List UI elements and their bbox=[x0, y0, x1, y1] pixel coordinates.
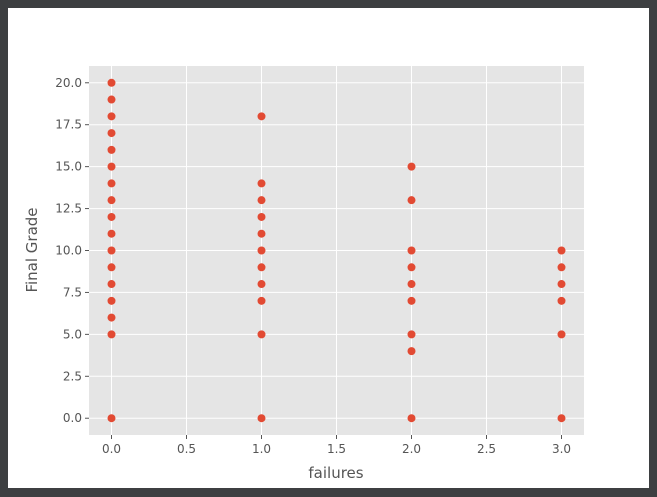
data-point bbox=[407, 296, 416, 305]
data-point bbox=[407, 330, 416, 339]
data-point bbox=[257, 263, 266, 272]
x-tick-label: 1.0 bbox=[252, 442, 271, 456]
y-tick-label: 2.5 bbox=[63, 369, 82, 383]
data-point bbox=[257, 229, 266, 238]
data-point bbox=[107, 196, 116, 205]
data-point bbox=[107, 162, 116, 171]
data-point bbox=[557, 280, 566, 289]
data-point bbox=[107, 313, 116, 322]
data-point bbox=[257, 330, 266, 339]
y-axis-label: Final Grade bbox=[23, 207, 41, 292]
gridlines bbox=[89, 66, 584, 435]
y-tick-label: 0.0 bbox=[63, 411, 82, 425]
data-point bbox=[257, 212, 266, 221]
x-tick-label: 2.0 bbox=[402, 442, 421, 456]
y-tick-label: 10.0 bbox=[55, 244, 82, 258]
data-point bbox=[257, 414, 266, 423]
x-axis-label: failures bbox=[308, 464, 363, 482]
data-point bbox=[257, 280, 266, 289]
data-point bbox=[107, 95, 116, 104]
y-tick-label: 5.0 bbox=[63, 327, 82, 341]
data-point bbox=[257, 196, 266, 205]
y-tick-label: 20.0 bbox=[55, 76, 82, 90]
data-point bbox=[407, 280, 416, 289]
data-point bbox=[107, 263, 116, 272]
data-point bbox=[557, 330, 566, 339]
scatter-plot: 0.0 0.5 1.0 1.5 2.0 2.5 3.0 0.0 2.5 5.0 7.5 10.0 12… bbox=[23, 66, 584, 482]
data-point bbox=[107, 112, 116, 121]
data-point bbox=[257, 179, 266, 188]
data-point bbox=[107, 330, 116, 339]
data-point bbox=[557, 263, 566, 272]
data-point bbox=[407, 246, 416, 255]
y-tick-label: 12.5 bbox=[55, 202, 82, 216]
data-point bbox=[557, 296, 566, 305]
data-point bbox=[407, 263, 416, 272]
x-tick-label: 1.5 bbox=[327, 442, 346, 456]
x-tick-label: 3.0 bbox=[552, 442, 571, 456]
x-tick-label: 0.5 bbox=[177, 442, 196, 456]
data-points bbox=[107, 78, 566, 423]
data-point bbox=[107, 229, 116, 238]
data-point bbox=[407, 196, 416, 205]
data-point bbox=[107, 414, 116, 423]
y-tick-label: 15.0 bbox=[55, 160, 82, 174]
y-tick-label: 7.5 bbox=[63, 285, 82, 299]
data-point bbox=[107, 78, 116, 87]
data-point bbox=[107, 212, 116, 221]
data-point bbox=[107, 246, 116, 255]
data-point bbox=[557, 414, 566, 423]
data-point bbox=[407, 162, 416, 171]
data-point bbox=[107, 129, 116, 138]
figure-window: 0.0 0.5 1.0 1.5 2.0 2.5 3.0 0.0 2.5 5.0 7.5 10.0 12… bbox=[8, 8, 649, 488]
data-point bbox=[107, 280, 116, 289]
data-point bbox=[107, 179, 116, 188]
y-tick-label: 17.5 bbox=[55, 118, 82, 132]
data-point bbox=[557, 246, 566, 255]
data-point bbox=[257, 246, 266, 255]
y-axis-ticks: 0.0 2.5 5.0 7.5 10.0 12.5 15.0 17.5 20.0 bbox=[55, 76, 89, 425]
data-point bbox=[257, 112, 266, 121]
data-point bbox=[407, 347, 416, 356]
x-tick-label: 0.0 bbox=[102, 442, 121, 456]
data-point bbox=[407, 414, 416, 423]
x-axis-ticks: 0.0 0.5 1.0 1.5 2.0 2.5 3.0 bbox=[102, 435, 571, 456]
x-tick-label: 2.5 bbox=[477, 442, 496, 456]
data-point bbox=[257, 296, 266, 305]
data-point bbox=[107, 296, 116, 305]
data-point bbox=[107, 145, 116, 154]
